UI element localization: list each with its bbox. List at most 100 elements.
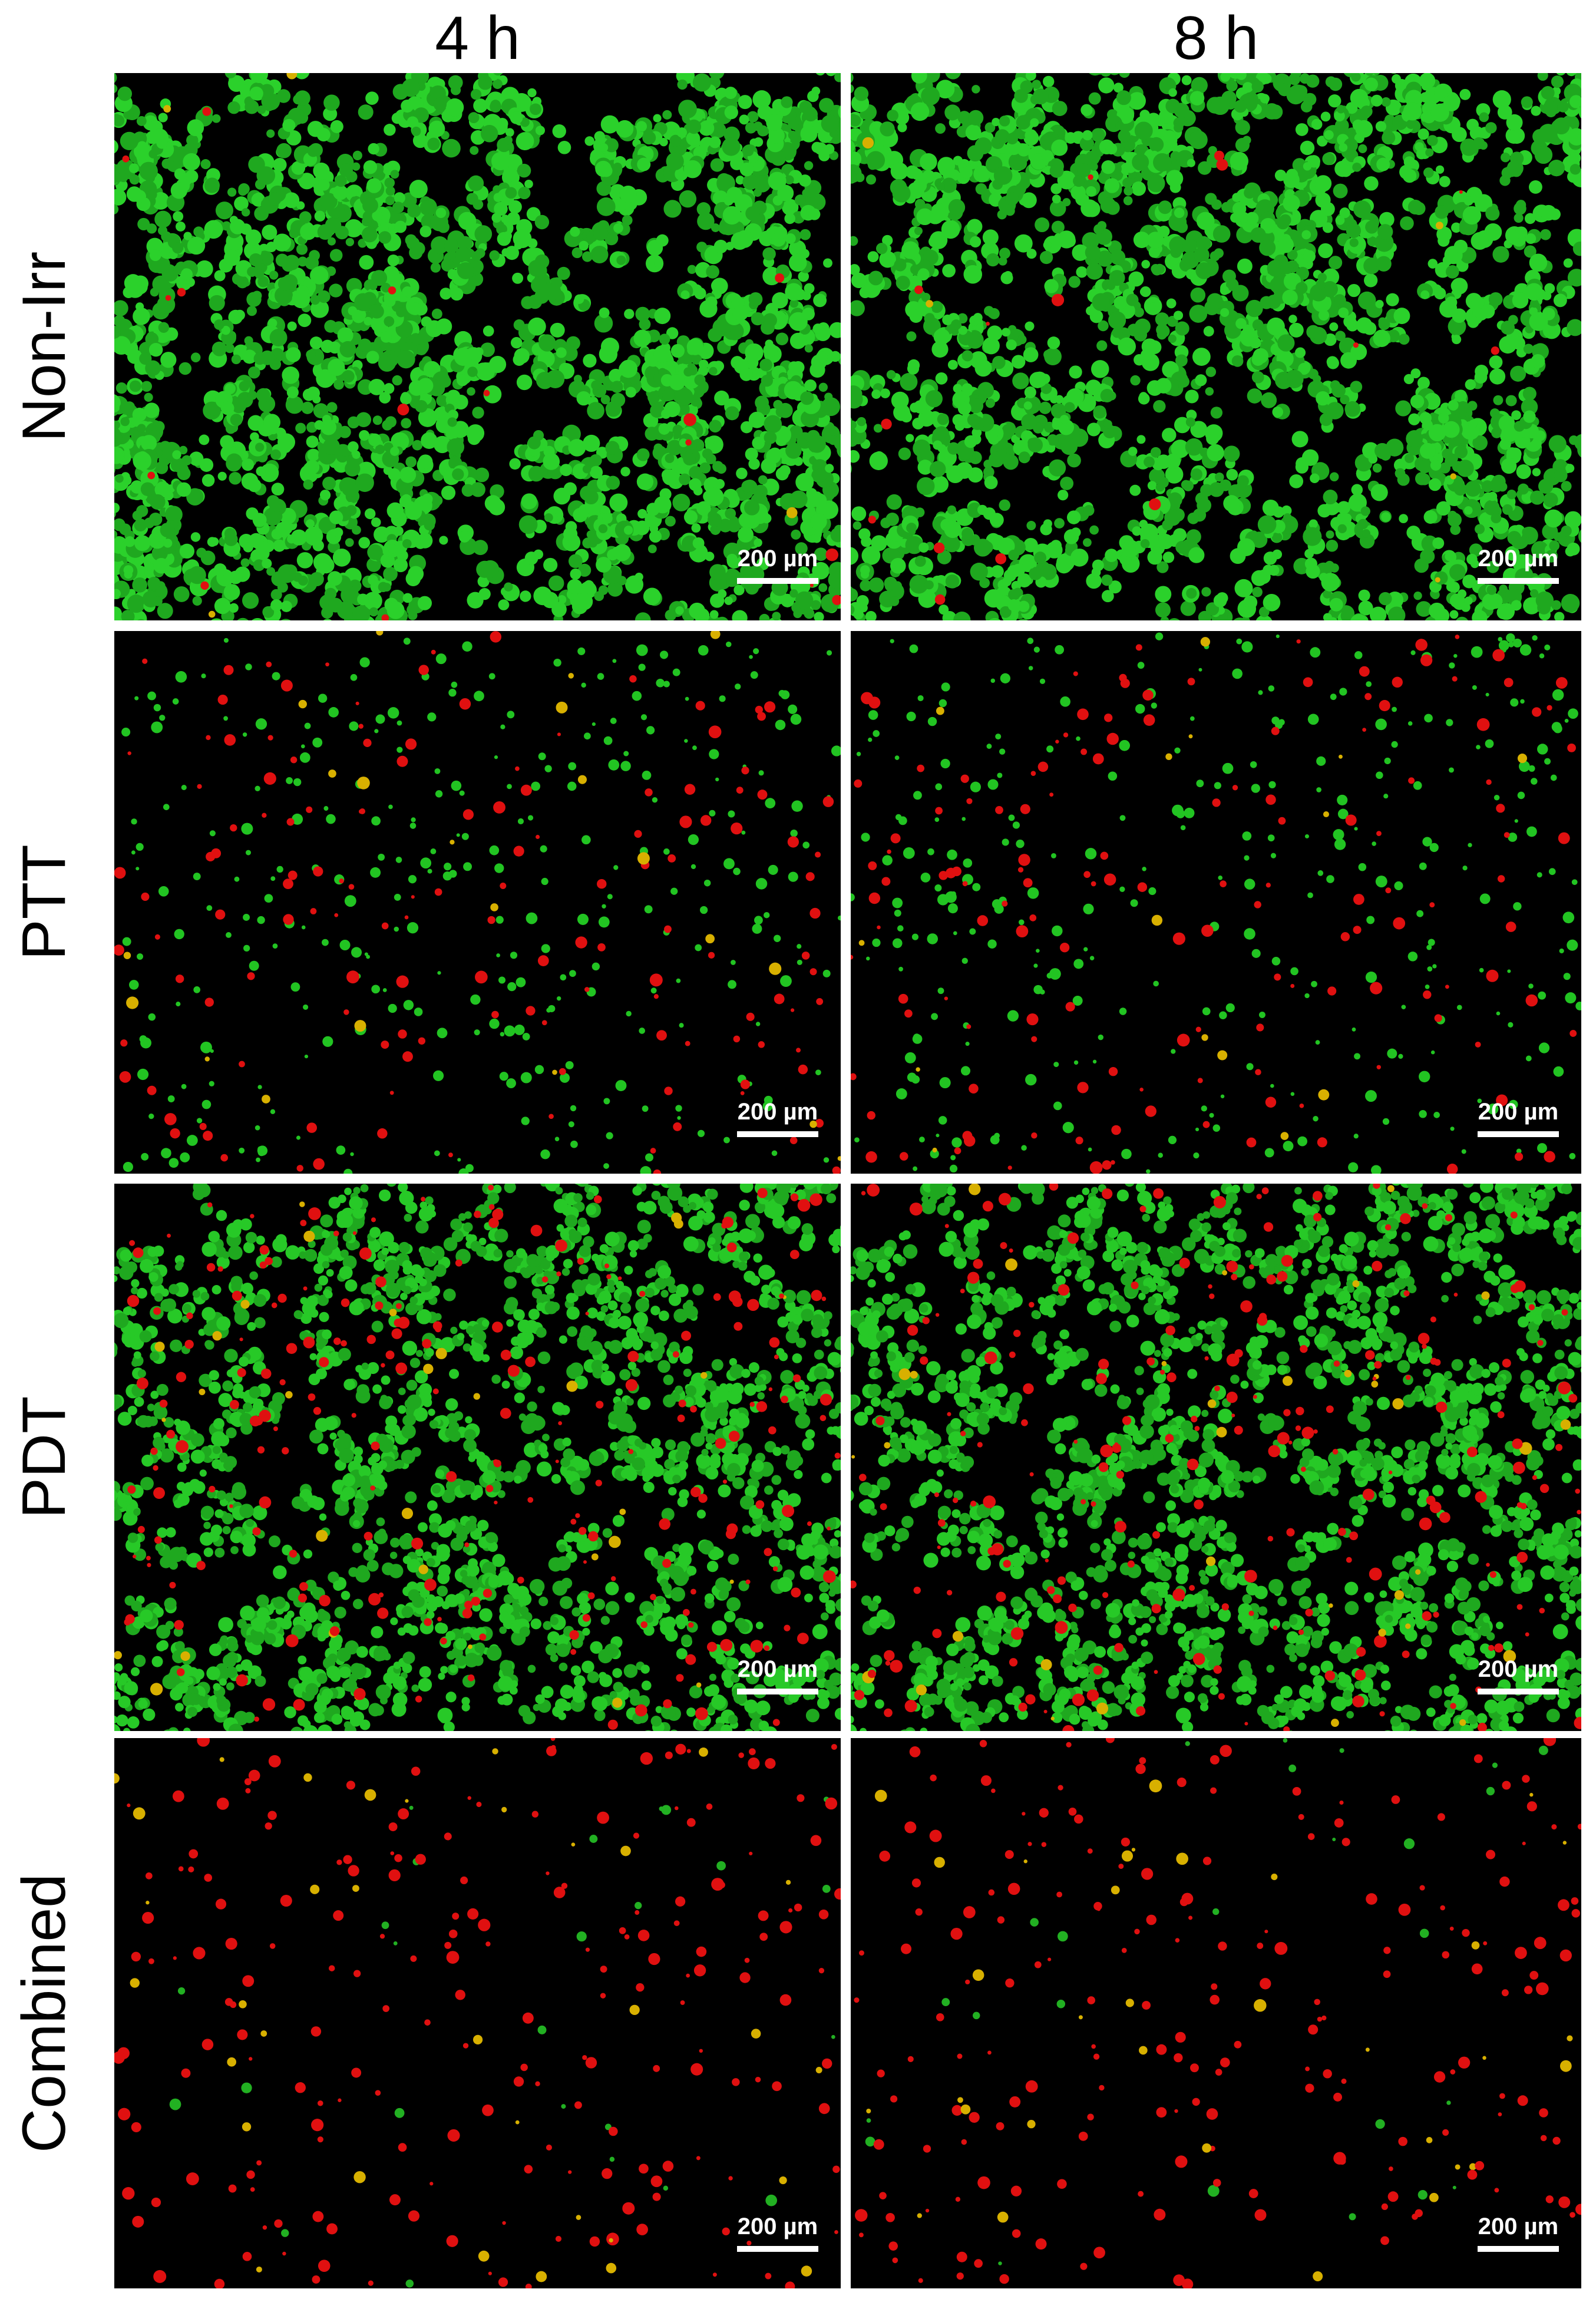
live-cell [1436, 501, 1451, 516]
live-cell [691, 523, 701, 533]
live-cell [1553, 293, 1567, 308]
live-cell [1529, 253, 1548, 272]
live-cell [285, 395, 304, 414]
live-cell [819, 98, 834, 113]
dead-cell [685, 439, 692, 446]
live-cell [1423, 510, 1438, 524]
live-cell [1324, 560, 1334, 570]
live-cell [647, 391, 660, 404]
live-cell [741, 480, 754, 493]
live-cell [804, 161, 814, 170]
live-cell [1378, 318, 1390, 331]
live-cell [199, 434, 210, 445]
live-cell [605, 401, 622, 417]
live-cell [1089, 525, 1099, 535]
live-cell [173, 586, 190, 602]
live-cell [1050, 403, 1066, 418]
live-cell [1034, 551, 1047, 564]
live-cell [454, 348, 472, 366]
live-cell [944, 104, 961, 121]
live-cell [785, 442, 802, 459]
live-cell [137, 141, 147, 151]
live-cell [347, 416, 360, 429]
live-cell [1416, 601, 1432, 617]
live-cell [1025, 73, 1036, 81]
live-cell [907, 362, 920, 375]
live-cell [1514, 213, 1524, 223]
live-cell [481, 125, 498, 143]
live-cell [784, 213, 795, 224]
live-cell [649, 530, 662, 543]
live-cell [450, 288, 464, 301]
live-cell [921, 293, 931, 302]
live-cell [815, 351, 828, 363]
live-cell [277, 433, 296, 451]
live-cell [754, 175, 771, 193]
live-cell [536, 371, 554, 389]
live-cell [901, 241, 920, 259]
live-cell [514, 241, 523, 250]
live-cell [528, 317, 546, 336]
live-cell [227, 101, 240, 114]
live-cell [333, 527, 343, 537]
live-cell [383, 383, 395, 394]
live-cell [137, 451, 148, 463]
live-cell [367, 544, 383, 560]
live-cell [388, 468, 401, 481]
live-cell [401, 392, 410, 401]
live-cell [759, 613, 770, 620]
live-cell [741, 421, 753, 434]
live-cell [906, 331, 917, 342]
live-cell [669, 134, 682, 147]
live-cell [1507, 531, 1522, 545]
live-cell [362, 197, 378, 214]
live-cell [1174, 123, 1184, 133]
live-cell [368, 179, 381, 192]
live-cell [689, 465, 702, 480]
live-cell [1393, 308, 1410, 325]
live-cell [320, 193, 338, 210]
live-cell [364, 508, 376, 520]
live-cell [1405, 453, 1415, 463]
live-cell [851, 151, 862, 167]
live-cell [1088, 92, 1101, 105]
live-cell [772, 292, 788, 309]
live-cell [250, 342, 262, 353]
live-cell [354, 293, 372, 311]
live-cell [409, 333, 422, 346]
live-cell [517, 163, 531, 178]
live-cell [1118, 337, 1136, 356]
live-cell [1024, 386, 1036, 398]
live-cell [900, 373, 918, 391]
live-cell [725, 406, 739, 421]
live-cell [1089, 162, 1098, 171]
live-cell [396, 307, 407, 318]
live-cell [1083, 505, 1095, 516]
live-cell [982, 337, 1000, 355]
live-cell [504, 246, 520, 260]
live-cell [127, 349, 143, 364]
live-cell [562, 345, 578, 362]
live-cell [1189, 130, 1208, 150]
live-cell [1479, 112, 1489, 123]
live-cell [1489, 355, 1503, 369]
live-cell [345, 219, 363, 237]
live-cell [252, 618, 264, 620]
live-cell [271, 483, 285, 496]
live-cell [1017, 600, 1030, 612]
live-cell [1068, 276, 1080, 288]
live-cell [1185, 417, 1196, 427]
live-cell [665, 516, 676, 527]
live-cell [947, 359, 958, 370]
live-cell [800, 391, 814, 405]
live-cell [1311, 118, 1323, 130]
live-cell [1155, 602, 1171, 618]
live-cell [1086, 573, 1102, 589]
live-cell [669, 374, 685, 391]
live-cell [900, 411, 912, 423]
live-cell [225, 423, 236, 434]
live-cell [247, 366, 260, 379]
live-cell [326, 266, 336, 276]
live-cell [503, 231, 512, 241]
live-cell [739, 114, 749, 125]
